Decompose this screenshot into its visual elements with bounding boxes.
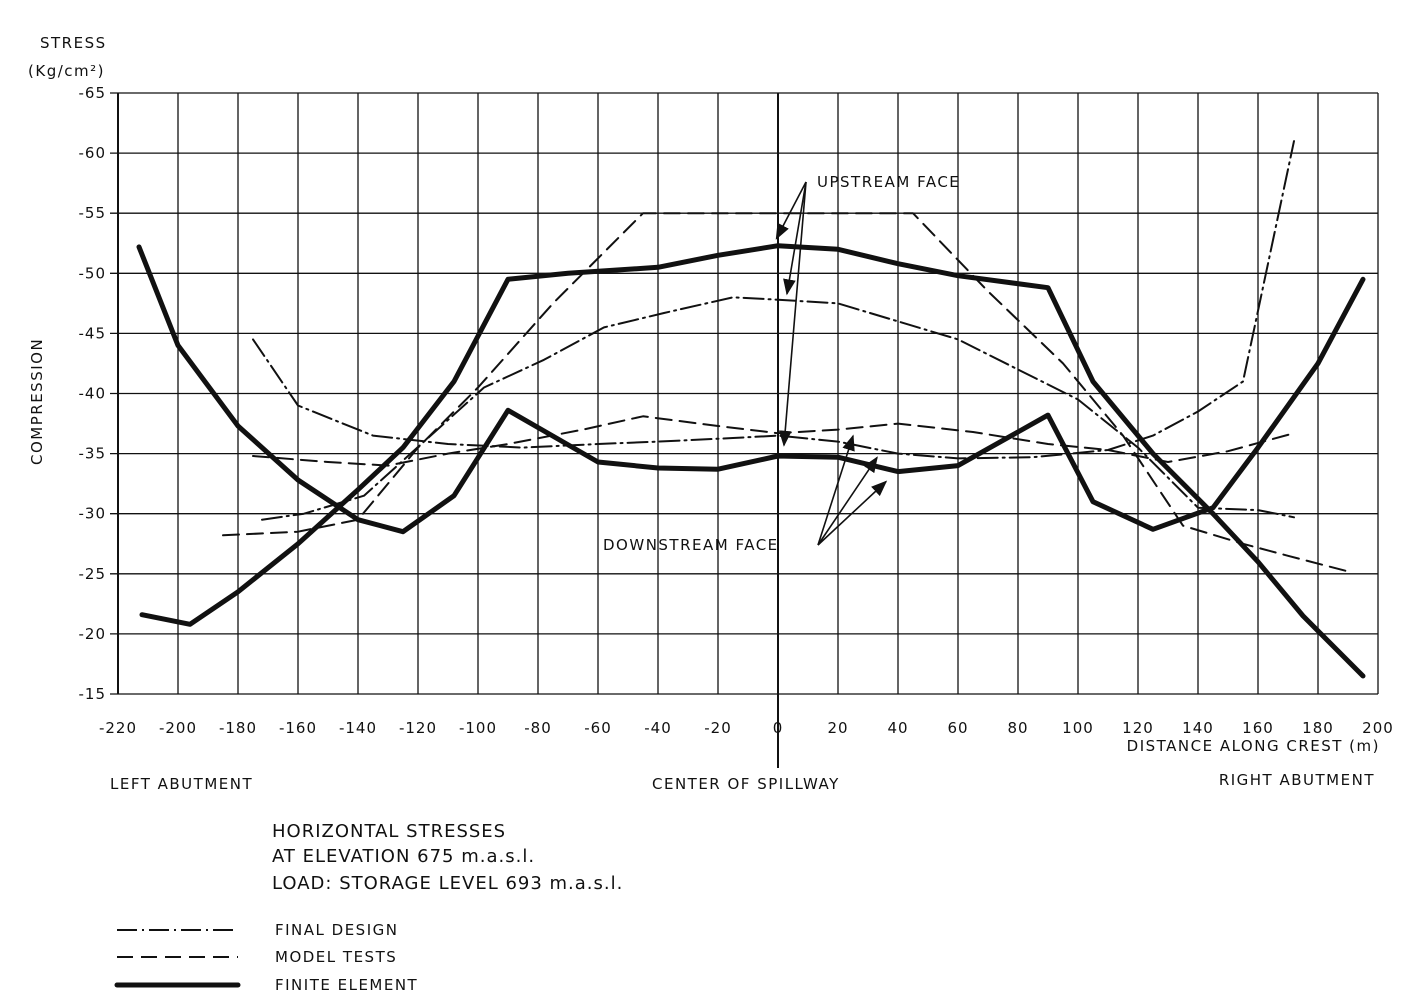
x-tick-label: 200 <box>1362 719 1394 737</box>
x-tick-label: -20 <box>704 719 732 737</box>
x-axis-title: DISTANCE ALONG CREST (m) <box>1127 737 1380 755</box>
upstream-arrow-1 <box>775 181 807 240</box>
x-tick-label: 60 <box>947 719 968 737</box>
x-tick-label: -180 <box>219 719 257 737</box>
caption-line-2: AT ELEVATION 675 m.a.s.l. <box>272 846 535 867</box>
series-solid-upstream <box>136 244 1366 535</box>
caption-line-3: LOAD: STORAGE LEVEL 693 m.a.s.l. <box>272 873 623 894</box>
x-tick-label: -200 <box>159 719 197 737</box>
x-tick-label: 40 <box>887 719 908 737</box>
downstream-arrow-3 <box>817 480 888 546</box>
y-tick-label: -40 <box>79 385 107 403</box>
x-tick-label: -40 <box>644 719 672 737</box>
x-tick-label: -100 <box>459 719 497 737</box>
legend-finite-element-label: FINITE ELEMENT <box>275 976 418 994</box>
x-tick-label: 100 <box>1062 719 1094 737</box>
x-tick-label: -160 <box>279 719 317 737</box>
center-of-spillway-label: CENTER OF SPILLWAY <box>652 775 840 793</box>
y-tick-label: -65 <box>79 84 107 102</box>
y-tick-label: -25 <box>79 565 107 583</box>
downstream-arrow-1 <box>817 434 855 546</box>
legend-model-tests-label: MODEL TESTS <box>275 948 397 966</box>
x-tick-label: -80 <box>524 719 552 737</box>
x-tick-label: -60 <box>584 719 612 737</box>
y-axis-unit: (Kg/cm²) <box>28 62 105 80</box>
downstream-arrow-2 <box>817 456 878 546</box>
x-tick-label: 0 <box>773 719 784 737</box>
series-dashed-upstream <box>222 212 1349 573</box>
x-tick-label: -220 <box>99 719 137 737</box>
series-dashdot-upstream <box>252 140 1295 460</box>
x-tick-label: 20 <box>827 719 848 737</box>
y-tick-label: -20 <box>79 625 107 643</box>
y-tick-label: -15 <box>79 685 107 703</box>
y-axis-side-label: COMPRESSION <box>28 338 46 465</box>
caption-line-1: HORIZONTAL STRESSES <box>272 821 506 842</box>
upstream-face-label: UPSTREAM FACE <box>817 173 960 191</box>
y-tick-label: -45 <box>79 324 107 342</box>
x-tick-label: 160 <box>1242 719 1274 737</box>
right-abutment-label: RIGHT ABUTMENT <box>1219 771 1375 789</box>
y-tick-label: -50 <box>79 264 107 282</box>
upstream-arrow-3 <box>778 181 807 447</box>
series-dashed-downstream <box>252 415 1295 467</box>
x-tick-label: 140 <box>1182 719 1214 737</box>
grid <box>110 92 1379 768</box>
legend: FINAL DESIGN MODEL TESTS FINITE ELEMENT <box>114 921 418 994</box>
annotations <box>775 181 888 546</box>
x-tick-label: 180 <box>1302 719 1334 737</box>
tick-labels: -220 -200 -180 -160 -140 -120 -100 -80 -60 -40 -20… <box>79 84 1394 737</box>
legend-final-design-label: FINAL DESIGN <box>275 921 398 939</box>
x-tick-label: -120 <box>399 719 437 737</box>
left-abutment-label: LEFT ABUTMENT <box>110 775 253 793</box>
series-solid-downstream <box>139 243 1366 679</box>
x-tick-label: 80 <box>1007 719 1028 737</box>
y-tick-label: -35 <box>79 445 107 463</box>
upstream-arrow-2 <box>783 181 807 296</box>
y-tick-label: -55 <box>79 204 107 222</box>
downstream-face-label: DOWNSTREAM FACE <box>603 536 779 554</box>
x-tick-label: -140 <box>339 719 377 737</box>
y-axis-title: STRESS <box>40 34 107 52</box>
y-tick-label: -30 <box>79 505 107 523</box>
series-dashdot-downstream <box>261 296 1295 521</box>
x-tick-label: 120 <box>1122 719 1154 737</box>
series-layer <box>136 140 1366 679</box>
y-tick-label: -60 <box>79 144 107 162</box>
